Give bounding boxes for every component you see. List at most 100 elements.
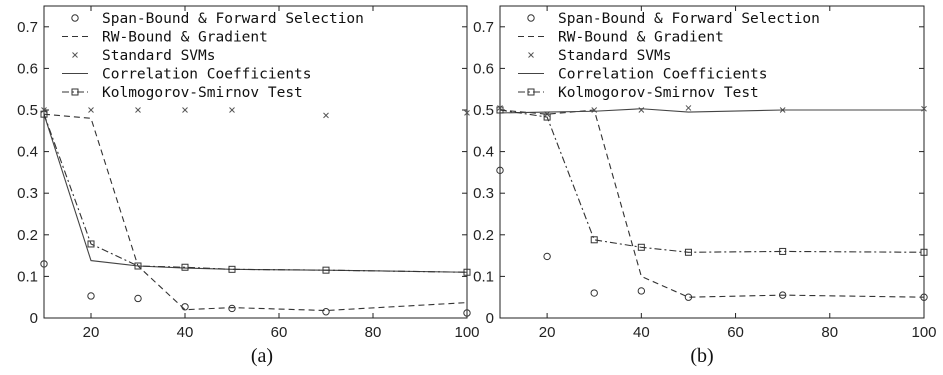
legend-swatch-marker xyxy=(527,14,535,22)
series-line xyxy=(499,108,924,114)
data-point xyxy=(496,166,504,175)
y-tick-label: 0.1 xyxy=(473,268,494,285)
x-tick-label: 60 xyxy=(727,324,744,341)
data-point xyxy=(134,294,142,303)
legend-label: Standard SVMs xyxy=(102,48,216,64)
data-point xyxy=(181,263,189,271)
marker-stroke xyxy=(528,52,534,58)
y-tick-label: 0 xyxy=(30,310,38,327)
data-point xyxy=(228,265,236,273)
x-tick-label: 100 xyxy=(911,324,936,341)
legend-entry: Span-Bound & Forward Selection xyxy=(527,11,820,27)
legend-entry: Correlation Coefficients xyxy=(518,67,768,83)
y-tick-label: 0.1 xyxy=(17,268,38,285)
marker-stroke xyxy=(135,107,141,113)
legend-entry: Span-Bound & Forward Selection xyxy=(71,11,364,27)
series-line xyxy=(43,113,468,273)
legend-swatch-marker xyxy=(527,88,535,96)
series-kolmogorov-smirnov-test xyxy=(40,110,471,276)
data-point xyxy=(463,309,471,317)
data-point xyxy=(920,248,928,256)
plot-frame xyxy=(499,5,925,319)
series-rw-bound-gradient xyxy=(43,113,468,312)
legend-label: Correlation Coefficients xyxy=(558,67,768,83)
marker-stroke xyxy=(497,105,503,111)
data-point xyxy=(463,268,471,276)
data-point xyxy=(497,105,503,111)
series-span-bound-forward-selection xyxy=(40,260,471,317)
x-tick-label: 20 xyxy=(539,324,556,341)
series-line xyxy=(499,109,925,298)
x-tick-label: 40 xyxy=(177,324,194,341)
marker-stroke xyxy=(229,107,235,113)
data-point xyxy=(684,248,692,256)
legend-label: Span-Bound & Forward Selection xyxy=(102,11,364,27)
panel-caption: (b) xyxy=(690,345,713,367)
y-tick-label: 0.4 xyxy=(473,144,494,161)
x-tick-label: 80 xyxy=(365,324,382,341)
data-point xyxy=(779,247,787,255)
data-point xyxy=(87,292,95,300)
marker-stroke xyxy=(88,107,94,113)
y-tick-label: 0.5 xyxy=(473,102,494,119)
series-line xyxy=(499,109,925,253)
data-point xyxy=(590,289,598,297)
data-point xyxy=(685,105,692,111)
legend-entry: Correlation Coefficients xyxy=(62,67,312,83)
series-span-bound-forward-selection xyxy=(496,166,928,301)
data-point xyxy=(87,240,95,248)
x-tick-label: 80 xyxy=(821,324,838,341)
legend-swatch-marker xyxy=(72,52,78,58)
y-tick-label: 0.5 xyxy=(17,102,38,119)
y-tick-label: 0.3 xyxy=(17,185,38,202)
data-point xyxy=(496,106,504,114)
legend-swatch-marker xyxy=(528,52,534,58)
legend-entry: Standard SVMs xyxy=(528,48,672,64)
series-standard-svms xyxy=(41,107,470,119)
plot-frame xyxy=(43,5,468,319)
chart-panel-b: 0 0.1 0.2 0.3 0.4 0.5 0.6 0.7 20 40 60 80 100 Span-Bo… xyxy=(473,5,937,367)
marker-stroke xyxy=(464,110,470,116)
y-tick-label: 0 xyxy=(486,310,494,327)
legend-label: Standard SVMs xyxy=(558,48,672,64)
data-point xyxy=(182,107,188,113)
chart-panel-a: 0 0.1 0.2 0.3 0.4 0.5 0.6 0.7 20 40 60 80 100 Span-Bo… xyxy=(17,5,480,367)
panel-caption: (a) xyxy=(251,345,273,367)
legend-entry: RW-Bound & Gradient xyxy=(518,30,724,46)
x-tick-label: 40 xyxy=(633,324,650,341)
y-tick-label: 0.7 xyxy=(473,19,494,36)
x-tick-label: 60 xyxy=(271,324,288,341)
legend-swatch-marker xyxy=(71,88,79,96)
series-correlation-coefficients xyxy=(43,113,468,273)
data-point xyxy=(543,113,551,121)
data-point xyxy=(88,107,94,113)
legend-entry: Kolmogorov-Smirnov Test xyxy=(518,85,759,101)
y-tick-label: 0.4 xyxy=(17,144,38,161)
legend-label: Kolmogorov-Smirnov Test xyxy=(102,85,303,101)
y-tick-label: 0.6 xyxy=(17,60,38,77)
data-point xyxy=(40,110,48,118)
legend: Span-Bound & Forward Selection RW-Bound &… xyxy=(518,11,820,101)
series-line xyxy=(43,113,468,273)
x-tick-label: 20 xyxy=(83,324,100,341)
data-point xyxy=(229,107,235,113)
marker-stroke xyxy=(72,52,78,58)
x-tick-label: 100 xyxy=(454,324,479,341)
legend-entry: Standard SVMs xyxy=(72,48,216,64)
marker-stroke xyxy=(41,107,47,113)
series-rw-bound-gradient xyxy=(499,109,925,298)
data-point xyxy=(637,243,645,251)
legend-entry: RW-Bound & Gradient xyxy=(62,30,268,46)
marker-stroke xyxy=(323,112,329,119)
data-point xyxy=(322,308,330,316)
data-point xyxy=(134,262,142,270)
y-tick-label: 0.3 xyxy=(473,185,494,202)
data-point xyxy=(323,112,329,119)
y-tick-label: 0.2 xyxy=(473,227,494,244)
legend-label: RW-Bound & Gradient xyxy=(558,30,724,46)
legend-label: Kolmogorov-Smirnov Test xyxy=(558,85,759,101)
data-point xyxy=(228,304,236,313)
y-tick-label: 0.7 xyxy=(17,19,38,36)
series-line xyxy=(43,113,468,312)
